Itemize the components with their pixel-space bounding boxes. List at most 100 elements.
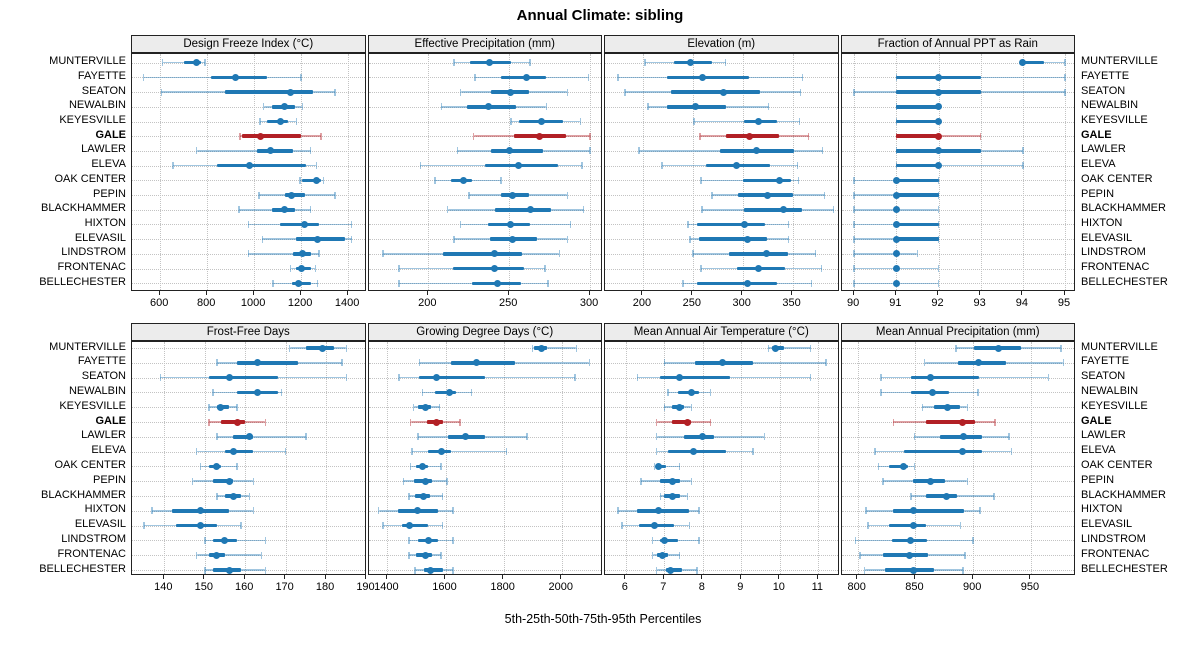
axis-tick — [641, 291, 643, 295]
axis-tick — [741, 291, 743, 295]
gridline-horizontal — [132, 466, 365, 468]
axis-tick — [662, 575, 664, 579]
gridline-horizontal — [841, 195, 1075, 197]
axis-tick-label: 10 — [772, 581, 785, 593]
whisker-cap-5th — [474, 73, 476, 81]
whisker-cap-5th — [258, 191, 260, 199]
whisker-cap-95th — [962, 566, 964, 574]
whisker-cap-95th — [545, 103, 548, 111]
site-label-left-keyesville: KEYESVILLE — [59, 399, 126, 412]
gridline-vertical — [854, 54, 856, 290]
whisker-cap-5th — [667, 388, 669, 396]
site-label-right-elevasil: ELEVASIL — [1081, 518, 1133, 531]
whisker-cap-5th — [247, 250, 250, 258]
axis-tick-label: 800 — [197, 297, 216, 309]
gridline-horizontal — [841, 62, 1075, 64]
gridline-horizontal — [132, 422, 365, 423]
axis-tick-label: 1600 — [432, 581, 457, 593]
median-dot — [655, 507, 663, 515]
whisker-cap-95th — [588, 359, 591, 367]
axis-tick — [778, 575, 780, 579]
whisker-cap-5th — [647, 103, 649, 111]
whisker-cap-95th — [305, 433, 307, 441]
gridline-vertical — [301, 54, 303, 290]
whisker-cap-5th — [955, 344, 957, 352]
whisker-cap-95th — [688, 522, 691, 530]
box-25-75 — [491, 149, 544, 153]
median-dot — [926, 477, 934, 485]
median-dot — [508, 191, 516, 199]
whisker-cap-95th — [690, 477, 692, 485]
gridline-vertical — [702, 342, 704, 574]
whisker-cap-5th — [208, 418, 210, 426]
median-dot — [935, 162, 942, 170]
whisker-cap-5th — [408, 536, 410, 544]
box-25-75 — [401, 523, 429, 528]
whisker-cap-95th — [544, 265, 546, 273]
box-25-75 — [666, 568, 682, 572]
gridline-vertical — [857, 342, 859, 574]
whisker-cap-5th — [262, 103, 265, 111]
whisker-cap-5th — [882, 477, 884, 485]
whisker-cap-5th — [199, 462, 202, 470]
whisker-cap-5th — [853, 206, 855, 214]
gridline-vertical — [625, 342, 627, 574]
site-label-left-frontenac: FRONTENAC — [57, 547, 126, 560]
median-dot — [276, 118, 284, 126]
whisker-cap-5th — [853, 279, 855, 287]
whisker-cap-95th — [767, 103, 770, 111]
site-label-right-lindstrom: LINDSTROM — [1081, 246, 1146, 259]
axis-tick — [588, 291, 590, 295]
gridline-horizontal — [605, 195, 838, 197]
median-dot — [960, 433, 968, 441]
axis-tick — [203, 575, 205, 579]
site-label-left-oak-center: OAK CENTER — [54, 458, 126, 471]
box-25-75 — [893, 509, 964, 513]
gridline-horizontal — [841, 268, 1075, 270]
gridline-vertical — [254, 54, 256, 290]
gridline-horizontal — [368, 407, 602, 409]
whisker-cap-95th — [264, 566, 267, 574]
box-25-75 — [896, 134, 939, 139]
gridline-horizontal — [605, 392, 838, 394]
whisker-cap-95th — [810, 279, 813, 287]
box-25-75 — [896, 222, 939, 227]
box-25-75 — [419, 375, 485, 380]
whisker-cap-95th — [526, 433, 528, 441]
whisker-cap-5th — [687, 220, 689, 228]
gridline-horizontal — [132, 150, 365, 152]
whisker-cap-95th — [350, 220, 353, 228]
gridline-vertical — [348, 54, 350, 290]
median-dot — [245, 433, 253, 441]
axis-tick — [385, 575, 387, 579]
whisker-cap-95th — [913, 462, 916, 470]
gridline-horizontal — [841, 525, 1075, 527]
whisker-cap-95th — [807, 132, 810, 140]
whisker-cap-95th — [505, 448, 508, 456]
whisker-cap-5th — [195, 551, 198, 559]
box-25-75 — [743, 207, 802, 212]
gridline-vertical — [692, 54, 694, 290]
whisker-cap-5th — [699, 132, 701, 140]
panel-header-frost-free-days: Frost-Free Days — [131, 323, 366, 341]
whisker-cap-95th — [678, 462, 681, 470]
site-label-right-lawler: LAWLER — [1081, 429, 1126, 442]
median-dot — [421, 403, 429, 411]
whisker-cap-95th — [575, 344, 578, 352]
gridline-horizontal — [368, 136, 602, 138]
axis-tick-label: 600 — [150, 297, 169, 309]
whisker-cap-95th — [252, 477, 255, 485]
whisker-cap-95th — [821, 147, 824, 155]
axis-tick-label: 2000 — [548, 581, 573, 593]
whisker-cap-5th — [143, 522, 145, 530]
whisker-cap-5th — [880, 388, 882, 396]
whisker-cap-95th — [937, 176, 940, 184]
axis-tick — [701, 575, 703, 579]
gridline-horizontal — [841, 348, 1075, 349]
whisker-cap-5th — [159, 374, 162, 382]
whisker-cap-5th — [767, 344, 769, 352]
site-label-left-gale: GALE — [95, 414, 126, 427]
axis-tick-label: 9 — [737, 581, 744, 593]
whisker-cap-95th — [798, 118, 801, 126]
gridline-vertical — [245, 342, 247, 574]
